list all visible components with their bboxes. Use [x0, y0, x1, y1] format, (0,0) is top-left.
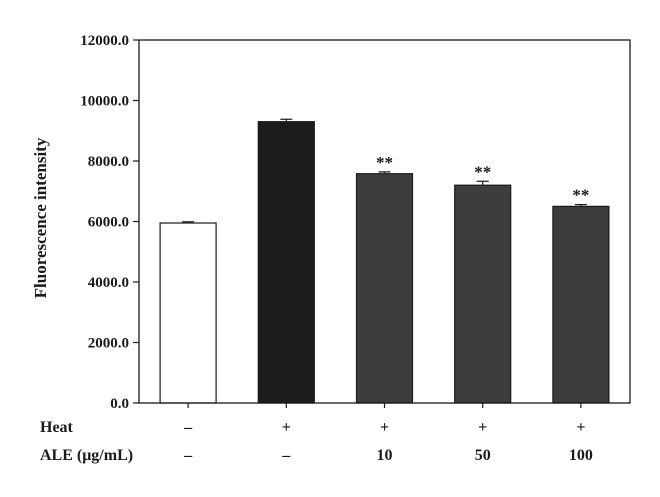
y-axis-ticks: 0.0 2000.0 4000.0 6000.0 8000.0 10000.0 12000.…	[80, 33, 139, 412]
y-tick-label: 8000.0	[88, 154, 129, 170]
y-axis-label: Fluorescence intensity	[31, 137, 50, 298]
condition-row-label: ALE (μg/mL)	[40, 447, 133, 464]
bars	[159, 121, 610, 404]
bar	[454, 184, 512, 404]
bar	[257, 121, 315, 404]
bar	[355, 173, 414, 404]
condition-value: –	[183, 447, 193, 464]
condition-value: 100	[569, 447, 593, 464]
significance-marker: **	[474, 162, 491, 181]
condition-value: +	[576, 419, 585, 436]
y-tick-label: 10000.0	[80, 94, 129, 110]
error-bars	[182, 118, 587, 224]
condition-value: 50	[475, 447, 491, 464]
y-tick-label: 2000.0	[88, 336, 129, 352]
bar	[552, 205, 610, 404]
condition-row-label: Heat	[40, 419, 74, 436]
y-tick-label: 4000.0	[88, 275, 129, 291]
condition-value: +	[478, 419, 487, 436]
significance-markers: ** ** **	[376, 153, 589, 205]
condition-value: 10	[377, 447, 393, 464]
significance-marker: **	[376, 153, 393, 172]
y-tick-label: 0.0	[110, 396, 129, 412]
condition-value: –	[183, 419, 193, 436]
x-axis-ticks	[187, 403, 582, 408]
condition-value: –	[281, 447, 291, 464]
y-tick-label: 6000.0	[88, 215, 129, 231]
significance-marker: **	[572, 186, 589, 205]
bar	[159, 222, 217, 404]
condition-value: +	[282, 419, 291, 436]
condition-table: Heat – + + + + ALE (μg/mL) – – 10 50 100	[40, 419, 593, 464]
condition-value: +	[380, 419, 389, 436]
y-tick-label: 12000.0	[80, 33, 129, 49]
